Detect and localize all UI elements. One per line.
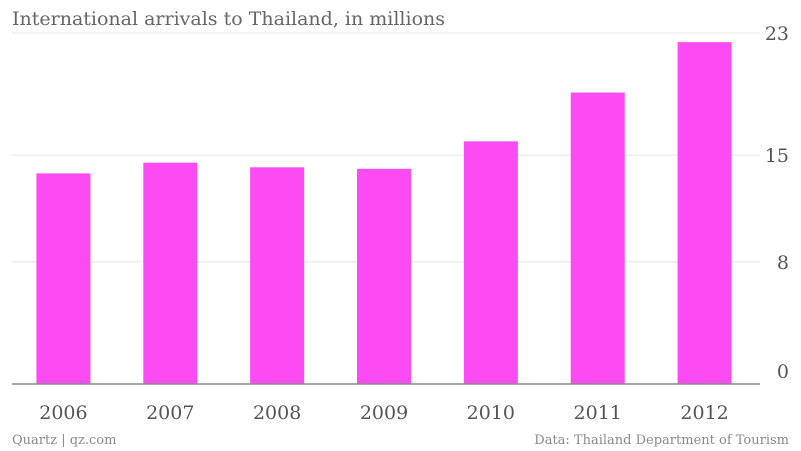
- y-tick-label: 23: [765, 23, 789, 45]
- bars: [36, 42, 732, 384]
- y-axis-ticks: 0 8 15 23: [765, 23, 789, 383]
- data-source: Data: Thailand Department of Tourism: [534, 433, 789, 448]
- bar-2006: [36, 173, 91, 384]
- x-tick-label: 2012: [680, 402, 728, 424]
- y-tick-label: 15: [765, 145, 789, 167]
- bar-2011: [570, 92, 625, 384]
- chart-title: International arrivals to Thailand, in m…: [12, 8, 445, 30]
- y-tick-label: 0: [777, 361, 789, 383]
- bar-2010: [463, 141, 518, 384]
- x-axis-ticks: 2006 2007 2008 2009 2010 2011 2012: [39, 402, 729, 424]
- x-tick-label: 2008: [253, 402, 301, 424]
- y-tick-label: 8: [777, 252, 789, 274]
- x-tick-label: 2007: [146, 402, 194, 424]
- x-tick-label: 2010: [467, 402, 515, 424]
- bar-2008: [250, 167, 305, 384]
- x-tick-label: 2006: [39, 402, 87, 424]
- x-tick-label: 2009: [360, 402, 408, 424]
- bar-2012: [677, 42, 732, 384]
- bar-2009: [357, 168, 411, 384]
- source-credit: Quartz | qz.com: [12, 433, 116, 448]
- bar-2007: [143, 162, 198, 384]
- x-tick-label: 2011: [574, 402, 622, 424]
